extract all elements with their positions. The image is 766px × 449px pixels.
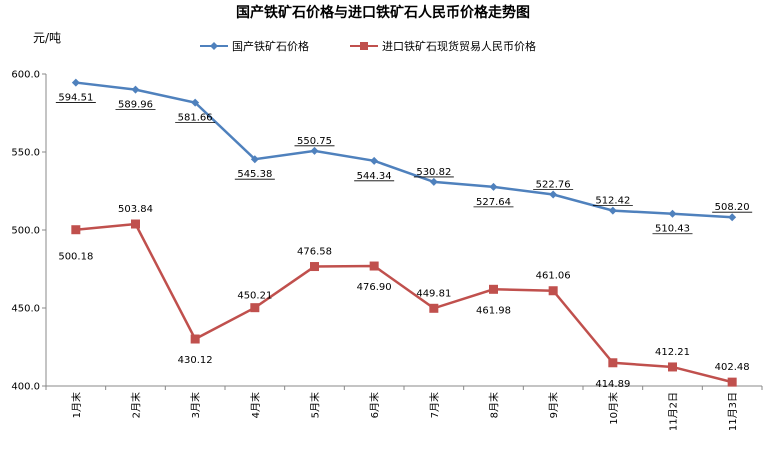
data-point-square	[668, 362, 677, 372]
data-point-diamond	[549, 190, 558, 199]
data-point-square	[71, 225, 81, 235]
data-point-diamond	[310, 146, 319, 155]
data-point-diamond	[489, 182, 498, 191]
data-label: 589.96	[118, 100, 153, 111]
data-point-square	[250, 303, 260, 313]
x-tick-label: 6月末	[368, 392, 381, 418]
legend-label-imported: 进口铁矿石现货贸易人民币价格	[382, 39, 536, 53]
data-point-diamond	[668, 209, 677, 218]
legend-marker-square-icon	[360, 42, 368, 50]
x-tick-label: 11月2日	[668, 392, 680, 431]
data-point-diamond	[608, 206, 617, 215]
data-label: 594.51	[58, 93, 93, 104]
data-point-square	[310, 262, 319, 272]
data-point-diamond	[429, 177, 438, 186]
data-label: 550.75	[297, 136, 332, 147]
x-tick-label: 5月末	[309, 392, 322, 418]
data-label: 544.34	[357, 171, 392, 182]
data-label: 545.38	[237, 169, 272, 180]
series-line	[75, 81, 733, 219]
y-tick-label: 400.0	[11, 382, 40, 393]
data-label: 512.42	[595, 196, 630, 207]
x-tick-label: 3月末	[189, 392, 202, 418]
series-imported: 500.18 503.84 430.12 450.21 476.58 476.90 449.…	[58, 204, 749, 390]
series-group: 594.51 589.96 581.66 545.38 550.75 544.34 530.…	[55, 78, 753, 390]
data-label: 449.81	[416, 288, 451, 299]
y-tick-label: 450.0	[11, 304, 40, 315]
series-line	[75, 222, 733, 384]
data-label: 461.06	[536, 271, 571, 282]
data-point-diamond	[250, 155, 259, 164]
data-label: 522.76	[536, 179, 571, 190]
data-label: 430.12	[178, 355, 213, 366]
y-tick-label: 550.0	[11, 148, 40, 159]
data-point-diamond	[370, 156, 379, 165]
y-tick-label: 600.0	[11, 70, 40, 81]
x-tick-label: 4月末	[249, 392, 262, 418]
data-label: 412.21	[655, 347, 690, 358]
series-domestic: 594.51 589.96 581.66 545.38 550.75 544.34 530.…	[55, 78, 753, 235]
data-label: 500.18	[58, 252, 93, 263]
data-label: 461.98	[476, 305, 511, 316]
data-point-square	[608, 358, 618, 368]
x-tick-label: 8月末	[488, 392, 501, 418]
legend-item-imported: 进口铁矿石现货贸易人民币价格	[350, 39, 536, 53]
data-label: 476.58	[297, 247, 332, 258]
data-point-square	[489, 284, 498, 294]
legend: 国产铁矿石价格 进口铁矿石现货贸易人民币价格	[200, 39, 536, 53]
x-tick-label: 7月末	[428, 392, 441, 418]
y-ticks: 600.0 550.0 500.0 450.0 400.0	[11, 70, 46, 393]
data-point-square	[727, 377, 737, 387]
data-label: 476.90	[357, 282, 392, 293]
x-tick-label: 11月3日	[727, 392, 739, 431]
data-point-square	[369, 261, 379, 271]
legend-marker-diamond-icon	[210, 42, 218, 50]
data-point-square	[190, 334, 200, 344]
data-label: 414.89	[595, 379, 630, 390]
data-point-diamond	[131, 85, 140, 94]
data-point-diamond	[71, 78, 80, 87]
chart-title: 国产铁矿石价格与进口铁矿石人民币价格走势图	[236, 4, 530, 21]
data-label: 510.43	[655, 224, 690, 235]
y-axis-unit-label: 元/吨	[33, 31, 61, 45]
x-ticks: 1月末 2月末 3月末 4月末 5月末 6月末 7月末 8月末 9月末 10月末 11月2日 11月3…	[45, 386, 763, 431]
data-label: 402.48	[715, 362, 750, 373]
y-tick-label: 500.0	[11, 226, 40, 237]
data-label: 527.64	[476, 197, 511, 208]
data-point-square	[548, 286, 558, 296]
data-label: 503.84	[118, 204, 153, 215]
data-label: 530.82	[416, 167, 451, 178]
data-point-diamond	[191, 98, 200, 107]
legend-item-domestic: 国产铁矿石价格	[200, 39, 309, 53]
data-point-diamond	[728, 213, 737, 222]
data-point-square	[429, 303, 439, 313]
legend-label-domestic: 国产铁矿石价格	[232, 39, 309, 53]
data-label: 450.21	[237, 291, 272, 302]
x-tick-label: 2月末	[130, 392, 143, 418]
x-tick-label: 1月末	[70, 392, 83, 418]
data-label: 508.20	[715, 202, 750, 213]
x-tick-label: 10月末	[607, 392, 620, 425]
data-point-square	[131, 219, 140, 229]
x-tick-label: 9月末	[547, 392, 560, 418]
data-label: 581.66	[178, 113, 213, 124]
